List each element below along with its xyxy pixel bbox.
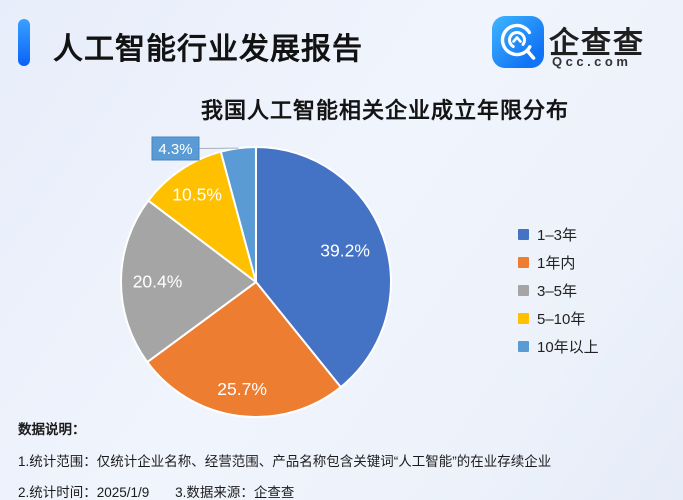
legend-item-4: 10年以上	[518, 332, 599, 360]
pie-slice-1	[146, 281, 342, 418]
notes-stat-date: 2.统计时间：2025/1/9	[18, 485, 150, 500]
legend-item-1: 1年内	[518, 248, 599, 276]
legend-label: 1–3年	[537, 226, 578, 244]
title-accent-bar	[18, 19, 30, 66]
chart-legend: 1–3年 1年内 3–5年 5–10年 10年以上	[518, 220, 599, 360]
legend-swatch-icon	[518, 284, 529, 296]
callout-box	[151, 136, 200, 161]
notes-data-source: 3.数据来源：企查查	[175, 485, 295, 500]
pie-slice-0	[255, 146, 392, 389]
legend-swatch-icon	[518, 312, 529, 324]
brand-domain: Qcc.com	[552, 54, 632, 69]
brand-name: 企查查	[549, 27, 645, 60]
notes-heading: 数据说明：	[18, 422, 86, 437]
data-notes: 数据说明： 1.统计范围：仅统计企业名称、经营范围、产品名称包含关键词“人工智能…	[18, 418, 658, 500]
slice-label-0: 39.2%	[320, 241, 370, 261]
qcc-brand: 企查查 Qcc.com	[492, 16, 672, 72]
slice-label-1: 25.7%	[217, 379, 267, 399]
callout-label: 4.3%	[158, 141, 192, 158]
qcc-logo-icon	[492, 16, 544, 68]
legend-item-3: 5–10年	[518, 304, 599, 332]
legend-swatch-icon	[518, 228, 529, 240]
legend-swatch-icon	[518, 256, 529, 268]
legend-label: 3–5年	[537, 282, 578, 300]
legend-item-0: 1–3年	[518, 220, 599, 248]
notes-scope-line: 1.统计范围：仅统计企业名称、经营范围、产品名称包含关键词“人工智能”的在业存续…	[18, 454, 552, 469]
page-title: 人工智能行业发展报告	[53, 33, 363, 66]
legend-label: 1年内	[537, 254, 576, 272]
chart-title: 我国人工智能相关企业成立年限分布	[200, 98, 569, 123]
slice-label-3: 10.5%	[172, 185, 222, 205]
slice-label-2: 20.4%	[133, 271, 183, 291]
legend-item-2: 3–5年	[518, 276, 599, 304]
notes-meta-line: 2.统计时间：2025/1/9 3.数据来源：企查查	[18, 481, 658, 500]
legend-label: 10年以上	[537, 338, 599, 356]
pie-slice-2	[120, 199, 257, 364]
legend-swatch-icon	[518, 340, 529, 352]
legend-label: 5–10年	[537, 310, 586, 328]
